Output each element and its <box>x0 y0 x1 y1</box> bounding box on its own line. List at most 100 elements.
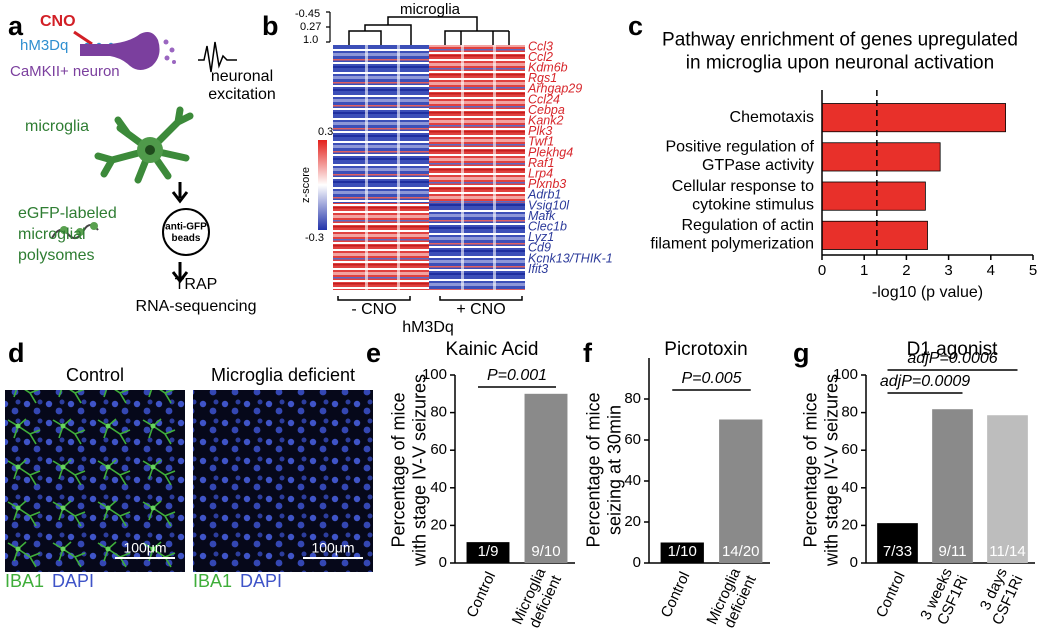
x-tick-label: 3 daysCSF1Ri <box>973 566 1026 628</box>
gene-label: Cd9 <box>528 241 551 255</box>
y-axis-label: Percentage of micewith stage IV-V seizur… <box>800 374 841 567</box>
scale-label: 0.27 <box>300 21 321 33</box>
x-tick-label: Control <box>658 569 694 620</box>
y-tick-label: 40 <box>624 472 641 489</box>
x-tick-label: 1 <box>860 262 868 279</box>
y-tick-label: 0 <box>633 554 641 571</box>
vesicles <box>163 39 176 64</box>
gene-label: Arhgap29 <box>527 82 582 96</box>
y-tick-label: Regulation of actin filament polymerizati… <box>650 217 814 252</box>
y-axis-label: Percentage of miceseizing at 30min <box>583 392 624 547</box>
x-tick-label: Microgliadeficient <box>509 565 566 635</box>
dendrogram-scale <box>326 11 331 43</box>
label: CNO <box>40 13 76 30</box>
gene-label: Ccl2 <box>528 50 553 64</box>
bar <box>821 142 941 172</box>
bar-annotation: 14/20 <box>722 543 760 560</box>
bar-annotation: 9/11 <box>938 543 966 560</box>
color-bar-title: z-score <box>300 167 312 203</box>
gene-label: Mafk <box>528 209 556 223</box>
color-bar-label: 0.3 <box>318 126 333 138</box>
significance-label: P=0.005 <box>681 370 741 387</box>
x-tick-label: Control <box>463 569 499 620</box>
label: CaMKII+ neuron <box>10 63 120 80</box>
label: TRAP RNA-sequencing <box>136 276 257 315</box>
micrograph-overlay <box>5 390 185 572</box>
bar <box>987 415 1028 563</box>
label: microglia <box>400 1 461 18</box>
y-tick-label: Cellular response to cytokine stimulus <box>672 178 814 213</box>
heatmap-block <box>333 45 429 203</box>
bar-annotation: 9/10 <box>531 543 560 560</box>
bar-annotation: 1/10 <box>668 543 697 560</box>
panel-letter: a <box>8 11 24 41</box>
label: hM3Dq <box>402 319 454 336</box>
heatmap <box>318 11 525 301</box>
color-bar-label: -0.3 <box>305 232 324 244</box>
y-tick-label: 20 <box>624 513 641 530</box>
label: anti-GFP beads <box>165 221 207 244</box>
microglia-cell <box>94 106 194 184</box>
label: neuronal excitation <box>208 68 276 103</box>
x-tick-label: 0 <box>818 262 826 279</box>
x-axis-label: -log10 (p value) <box>872 284 983 301</box>
heatmap-block <box>333 203 429 290</box>
scale-label: -0.45 <box>295 8 320 20</box>
heatmap-block <box>429 45 525 203</box>
chart-title: D1 agonist <box>907 339 999 360</box>
label: eGFP-labeled microglial polysomes <box>18 205 117 264</box>
bar-annotation: 11/14 <box>989 543 1025 560</box>
group-bracket <box>337 296 523 301</box>
scale-label: 100μm <box>123 540 166 556</box>
image-title: Microglia deficient <box>211 365 355 385</box>
gene-label: Cebpa <box>528 103 565 117</box>
gene-label: Ccl3 <box>528 39 553 53</box>
bar <box>821 103 1006 133</box>
gene-label: Ifit3 <box>528 262 548 276</box>
gene-label: Lyz1 <box>528 230 554 244</box>
x-tick-label: 5 <box>1029 262 1037 279</box>
gene-label: Rgs1 <box>528 71 557 85</box>
bar <box>524 393 568 563</box>
y-tick-label: 100 <box>422 366 447 383</box>
chart-title: Pathway enrichment of genes upregulated i… <box>662 30 1018 74</box>
heatmap-block <box>429 203 525 290</box>
bar-annotation: 7/33 <box>883 543 912 560</box>
chart-title: Kainic Acid <box>446 339 539 360</box>
bar-annotation: 1/9 <box>478 543 499 560</box>
gene-label: Plxnb3 <box>528 177 566 191</box>
bar <box>660 542 704 563</box>
y-tick-label: 60 <box>841 441 858 458</box>
gene-label: Raf1 <box>528 156 554 170</box>
x-tick-label: 3 weeksCSF1Ri <box>917 566 971 630</box>
y-tick-label: 0 <box>850 554 858 571</box>
x-tick-label: 4 <box>987 262 995 279</box>
y-tick-label: 60 <box>430 441 447 458</box>
panel-letter: c <box>628 11 643 41</box>
scale-label: 1.0 <box>303 34 318 46</box>
column-gap <box>397 45 400 290</box>
y-tick-label: 40 <box>430 479 447 496</box>
ribosomes <box>60 222 98 236</box>
stain-label: DAPI <box>240 571 282 591</box>
schematic <box>51 30 237 284</box>
group-label: + CNO <box>456 301 505 318</box>
color-bar <box>318 140 327 230</box>
gene-label: Vsig10l <box>528 198 570 212</box>
significance-label: P=0.001 <box>487 367 547 384</box>
gene-label: Plk3 <box>528 124 552 138</box>
arrow <box>171 262 189 284</box>
group-label: - CNO <box>351 301 396 318</box>
y-tick-label: 80 <box>624 390 641 407</box>
significance-label: adjP=0.0006 <box>907 350 997 367</box>
stain-label: IBA1 <box>193 571 232 591</box>
y-tick-label: Positive regulation of GTPase activity <box>665 139 814 174</box>
y-tick-label: 80 <box>430 404 447 421</box>
gene-label: Kcnk13/THIK-1 <box>528 251 613 265</box>
bead <box>162 208 210 256</box>
y-tick-label: 0 <box>439 554 447 571</box>
gene-label: Ccl24 <box>528 92 560 106</box>
stain-label: IBA1 <box>5 571 44 591</box>
significance-label: adjP=0.0009 <box>880 373 970 390</box>
gene-label: Clec1b <box>528 219 567 233</box>
